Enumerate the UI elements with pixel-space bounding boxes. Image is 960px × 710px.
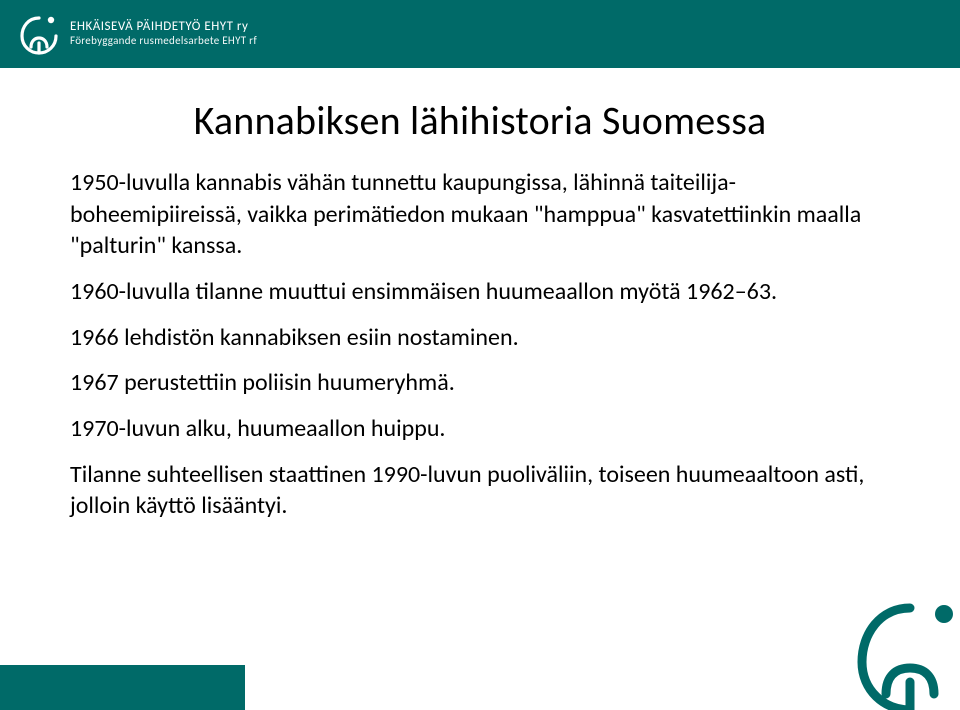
- paragraph: Tilanne suhteellisen staattinen 1990-luv…: [70, 459, 890, 522]
- ehyt-logo-icon: [18, 12, 60, 56]
- slide: EHKÄISEVÄ PÄIHDETYÖ EHYT ry Förebyggande…: [0, 0, 960, 710]
- corner-logo-icon: [840, 590, 960, 710]
- footer-left-block: [0, 665, 245, 710]
- footer-band: [0, 665, 960, 710]
- logo-line-1: EHKÄISEVÄ PÄIHDETYÖ EHYT ry: [70, 20, 257, 35]
- logo-text: EHKÄISEVÄ PÄIHDETYÖ EHYT ry Förebyggande…: [70, 20, 257, 48]
- paragraph: 1960-luvulla tilanne muuttui ensimmäisen…: [70, 276, 890, 308]
- logo: EHKÄISEVÄ PÄIHDETYÖ EHYT ry Förebyggande…: [18, 12, 257, 56]
- paragraph: 1950-luvulla kannabis vähän tunnettu kau…: [70, 167, 890, 262]
- slide-title: Kannabiksen lähihistoria Suomessa: [70, 96, 890, 145]
- paragraph: 1966 lehdistön kannabiksen esiin nostami…: [70, 322, 890, 354]
- paragraph: 1970-luvun alku, huumeaallon huippu.: [70, 413, 890, 445]
- paragraph: 1967 perustettiin poliisin huumeryhmä.: [70, 367, 890, 399]
- header-bar: EHKÄISEVÄ PÄIHDETYÖ EHYT ry Förebyggande…: [0, 0, 960, 68]
- slide-body: 1950-luvulla kannabis vähän tunnettu kau…: [70, 167, 890, 522]
- slide-content: Kannabiksen lähihistoria Suomessa 1950-l…: [0, 68, 960, 522]
- logo-line-2: Förebyggande rusmedelsarbete EHYT rf: [70, 35, 257, 48]
